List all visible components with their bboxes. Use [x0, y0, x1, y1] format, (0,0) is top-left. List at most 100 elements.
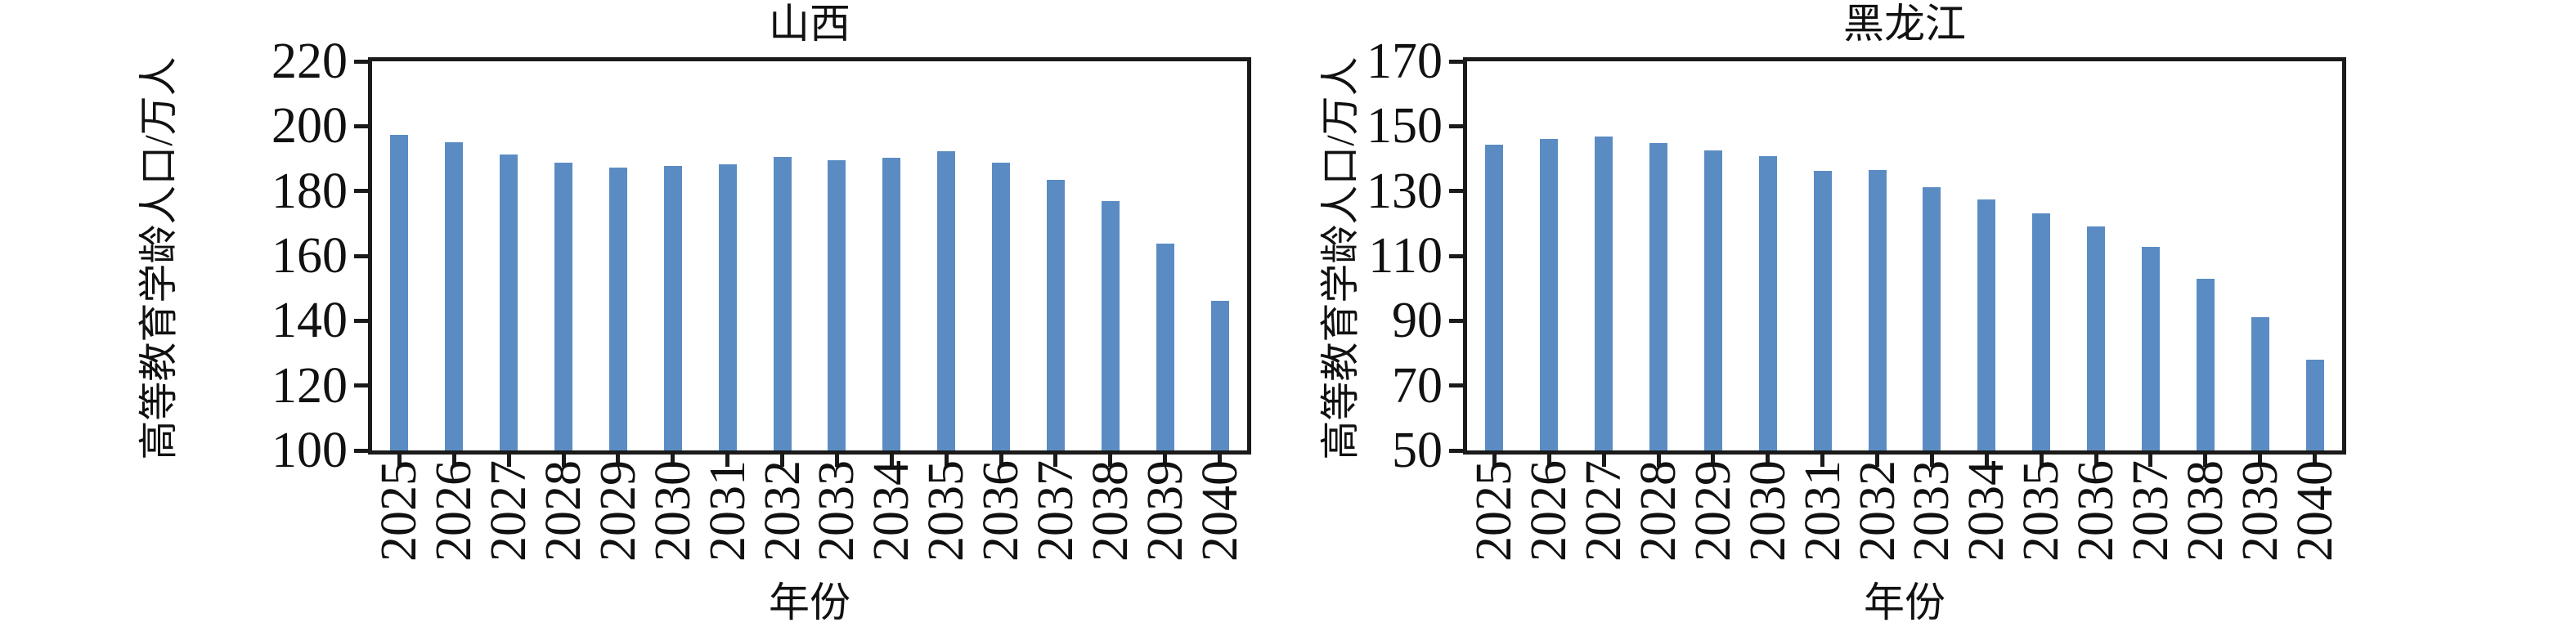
- x-tick-mark: [1656, 455, 1661, 467]
- x-tick-label: 2034: [1959, 460, 2015, 562]
- x-tick-label: 2028: [1631, 460, 1687, 562]
- bar-2036: [992, 162, 1011, 450]
- x-axis-label: 年份: [1864, 580, 1945, 625]
- y-tick-mark: [1449, 59, 1463, 64]
- bar-2039: [1156, 243, 1174, 450]
- y-tick-label: 120: [272, 357, 348, 414]
- y-tick-label: 140: [272, 293, 348, 349]
- y-tick-mark: [354, 59, 368, 64]
- bar-2040: [2305, 359, 2324, 450]
- bar-2032: [773, 157, 792, 450]
- x-tick-mark: [1218, 455, 1223, 467]
- bar-2026: [1540, 139, 1559, 450]
- x-tick-mark: [1053, 455, 1058, 467]
- x-tick-mark: [1163, 455, 1168, 467]
- bar-2028: [554, 163, 573, 450]
- bar-2030: [1758, 156, 1777, 450]
- plot-area: 170 150 130 110 90 70 50 2025 2026 2027 2028 2029 20…: [1367, 36, 2346, 562]
- x-tick-mark: [999, 455, 1003, 467]
- x-tick-mark: [1766, 455, 1770, 467]
- x-tick-label: 2037: [2122, 460, 2179, 562]
- x-tick-label: 2029: [590, 460, 646, 562]
- y-tick-label: 200: [272, 98, 348, 155]
- x-tick-label: 2040: [2287, 460, 2343, 562]
- y-tick-mark: [1449, 253, 1463, 258]
- x-tick-mark: [889, 455, 894, 467]
- x-tick-label: 2035: [918, 460, 975, 562]
- bar-2025: [390, 134, 409, 450]
- y-tick-mark: [1449, 123, 1463, 128]
- chart-title: 山西: [769, 1, 850, 47]
- bar-2029: [1703, 150, 1722, 450]
- bar-2034: [1977, 199, 1996, 450]
- x-tick-mark: [1108, 455, 1113, 467]
- y-tick-label: 90: [1392, 293, 1443, 349]
- bar-2033: [1923, 186, 1941, 450]
- x-tick-mark: [2148, 455, 2153, 467]
- x-tick-mark: [834, 455, 839, 467]
- x-tick-mark: [2094, 455, 2098, 467]
- y-tick-mark: [354, 189, 368, 194]
- x-tick-label: 2030: [1739, 460, 1796, 562]
- x-tick-label: 2029: [1685, 460, 1741, 562]
- x-tick-label: 2039: [1137, 460, 1193, 562]
- x-tick-label: 2040: [1192, 460, 1248, 562]
- bar-2037: [1046, 180, 1065, 450]
- x-tick-mark: [1875, 455, 1880, 467]
- bar-2031: [718, 164, 737, 450]
- x-tick-mark: [2203, 455, 2208, 467]
- bar-2031: [1813, 171, 1832, 450]
- x-tick-mark: [1546, 455, 1551, 467]
- x-tick-label: 2032: [1849, 460, 1905, 562]
- y-tick-label: 170: [1367, 34, 1443, 89]
- y-tick-label: 150: [1367, 98, 1443, 155]
- y-tick-mark: [354, 383, 368, 388]
- bar-2033: [828, 159, 846, 450]
- chart-title: 黑龙江: [1843, 1, 1966, 47]
- y-tick-label: 110: [1368, 228, 1443, 284]
- bar-2037: [2141, 246, 2160, 450]
- y-axis-label: 高等教育学龄人口/万人: [1319, 56, 1362, 460]
- y-tick-mark: [354, 448, 368, 453]
- bar-2039: [2251, 316, 2269, 450]
- y-tick-label: 70: [1392, 357, 1443, 414]
- y-tick-label: 50: [1392, 423, 1443, 478]
- x-tick-label: 2038: [1082, 460, 1138, 562]
- y-tick-mark: [1449, 383, 1463, 388]
- x-tick-label: 2031: [699, 460, 756, 562]
- bar-2027: [1595, 136, 1613, 450]
- bar-2025: [1485, 145, 1504, 450]
- y-tick-mark: [354, 253, 368, 258]
- x-tick-label: 2033: [809, 460, 865, 562]
- bar-2035: [2032, 213, 2051, 450]
- bar-2034: [882, 158, 901, 450]
- x-tick-label: 2036: [2068, 460, 2125, 562]
- x-tick-label: 2031: [1794, 460, 1851, 562]
- x-tick-label: 2035: [2013, 460, 2070, 562]
- x-tick-mark: [1492, 455, 1497, 467]
- bar-2029: [608, 168, 627, 450]
- bar-2026: [445, 141, 464, 450]
- x-tick-label: 2026: [1521, 460, 1577, 562]
- x-tick-mark: [506, 455, 511, 467]
- x-tick-label: 2038: [2177, 460, 2233, 562]
- x-tick-mark: [944, 455, 949, 467]
- y-tick-label: 130: [1367, 163, 1443, 219]
- bar-2027: [500, 155, 518, 450]
- y-tick-mark: [354, 123, 368, 128]
- x-tick-label: 2037: [1027, 460, 1084, 562]
- x-tick-label: 2025: [371, 460, 428, 562]
- x-axis-label: 年份: [769, 580, 850, 625]
- x-tick-mark: [725, 455, 730, 467]
- bar-2032: [1868, 170, 1887, 450]
- x-tick-label: 2027: [1576, 460, 1632, 562]
- y-tick-label: 100: [272, 423, 348, 478]
- bar-2028: [1649, 142, 1668, 450]
- x-tick-label: 2039: [2232, 460, 2288, 562]
- y-tick-label: 160: [272, 228, 348, 284]
- y-tick-mark: [1449, 448, 1463, 453]
- x-tick-label: 2028: [536, 460, 592, 562]
- x-tick-mark: [671, 455, 675, 467]
- bar-2040: [1210, 300, 1229, 450]
